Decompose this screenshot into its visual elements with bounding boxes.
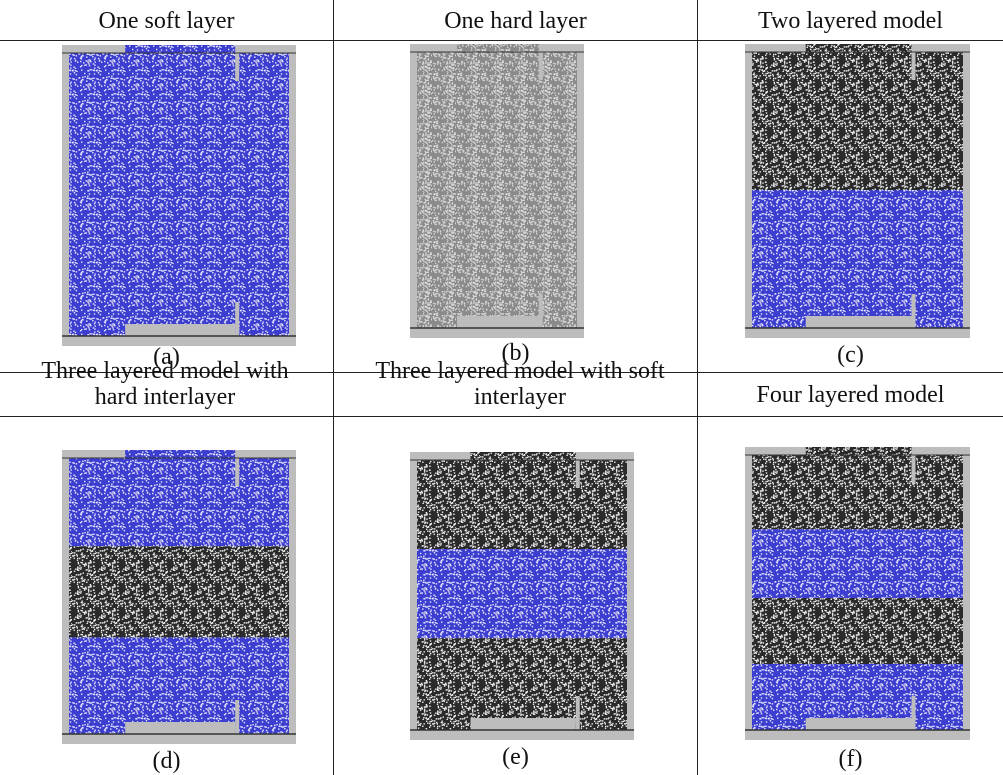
panel-title: One hard layer xyxy=(334,8,697,34)
slot xyxy=(912,52,916,80)
bottom-plate xyxy=(457,316,539,328)
panel-title: One soft layer xyxy=(0,8,333,34)
slot xyxy=(576,460,580,488)
bottom-plate xyxy=(806,316,912,328)
layer xyxy=(417,460,627,549)
panel-caption: (e) xyxy=(334,744,697,770)
bottom-plate xyxy=(125,324,235,336)
model-panel xyxy=(745,447,970,740)
layer xyxy=(752,52,963,190)
rule xyxy=(0,40,1003,41)
rule xyxy=(0,416,1003,417)
bottom-plate xyxy=(806,718,912,730)
layer xyxy=(752,455,963,529)
layer xyxy=(69,637,289,734)
model-panel xyxy=(745,44,970,338)
bottom-plate xyxy=(470,718,575,730)
model-panel xyxy=(62,450,296,744)
slot xyxy=(912,696,916,730)
layer xyxy=(752,598,963,664)
layer xyxy=(69,53,289,336)
panel-title: Two layered model xyxy=(698,8,1003,34)
model-panel xyxy=(410,452,634,740)
panel-caption: (f) xyxy=(698,746,1003,772)
slot xyxy=(539,52,543,80)
layer xyxy=(417,549,627,638)
slot xyxy=(539,294,543,328)
panel-title: Three layered model with hard interlayer xyxy=(20,358,310,410)
panel-title: Four layered model xyxy=(698,382,1003,408)
slot xyxy=(235,302,239,336)
layer xyxy=(417,52,577,328)
layer xyxy=(69,458,289,546)
layer xyxy=(752,529,963,598)
slot xyxy=(235,53,239,81)
bottom-plate xyxy=(125,722,235,734)
panel-title: Three layered model with soft interlayer xyxy=(370,358,670,410)
layer xyxy=(69,546,289,637)
layer xyxy=(752,190,963,328)
slot xyxy=(912,455,916,483)
slot xyxy=(576,696,580,730)
figure: One soft layer One hard layer Two layere… xyxy=(0,0,1003,775)
model-panel xyxy=(62,45,296,346)
panel-caption: (d) xyxy=(0,748,333,774)
layer xyxy=(417,638,627,730)
panel-caption: (c) xyxy=(698,342,1003,368)
slot xyxy=(235,700,239,734)
slot xyxy=(235,458,239,486)
rule xyxy=(333,0,334,775)
model-panel xyxy=(410,44,584,338)
slot xyxy=(912,294,916,328)
